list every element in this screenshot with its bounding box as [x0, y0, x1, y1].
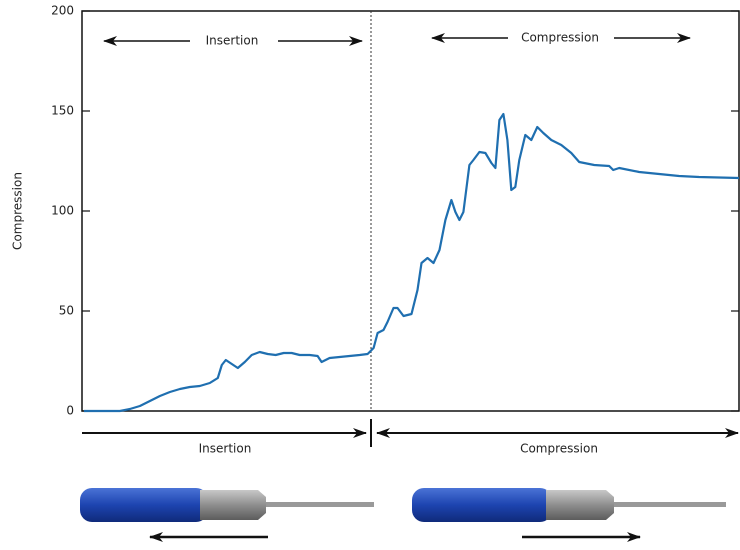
y-tick-label: 0: [66, 404, 74, 418]
plot-frame: [81, 10, 740, 412]
y-tick-label: 150: [51, 104, 74, 118]
annotation: Insertion: [206, 34, 259, 48]
y-tick-label: 100: [51, 204, 74, 218]
annotation: Compression: [521, 31, 599, 45]
y-axis-label: Compression: [11, 172, 25, 250]
annotation: Compression: [520, 442, 598, 456]
y-tick-label: 50: [59, 304, 74, 318]
y-tick-label: 200: [51, 4, 74, 18]
tool-illustration: [80, 488, 374, 542]
data-line: [84, 112, 740, 413]
tool-illustration: [412, 488, 726, 542]
annotation: Insertion: [199, 442, 252, 456]
